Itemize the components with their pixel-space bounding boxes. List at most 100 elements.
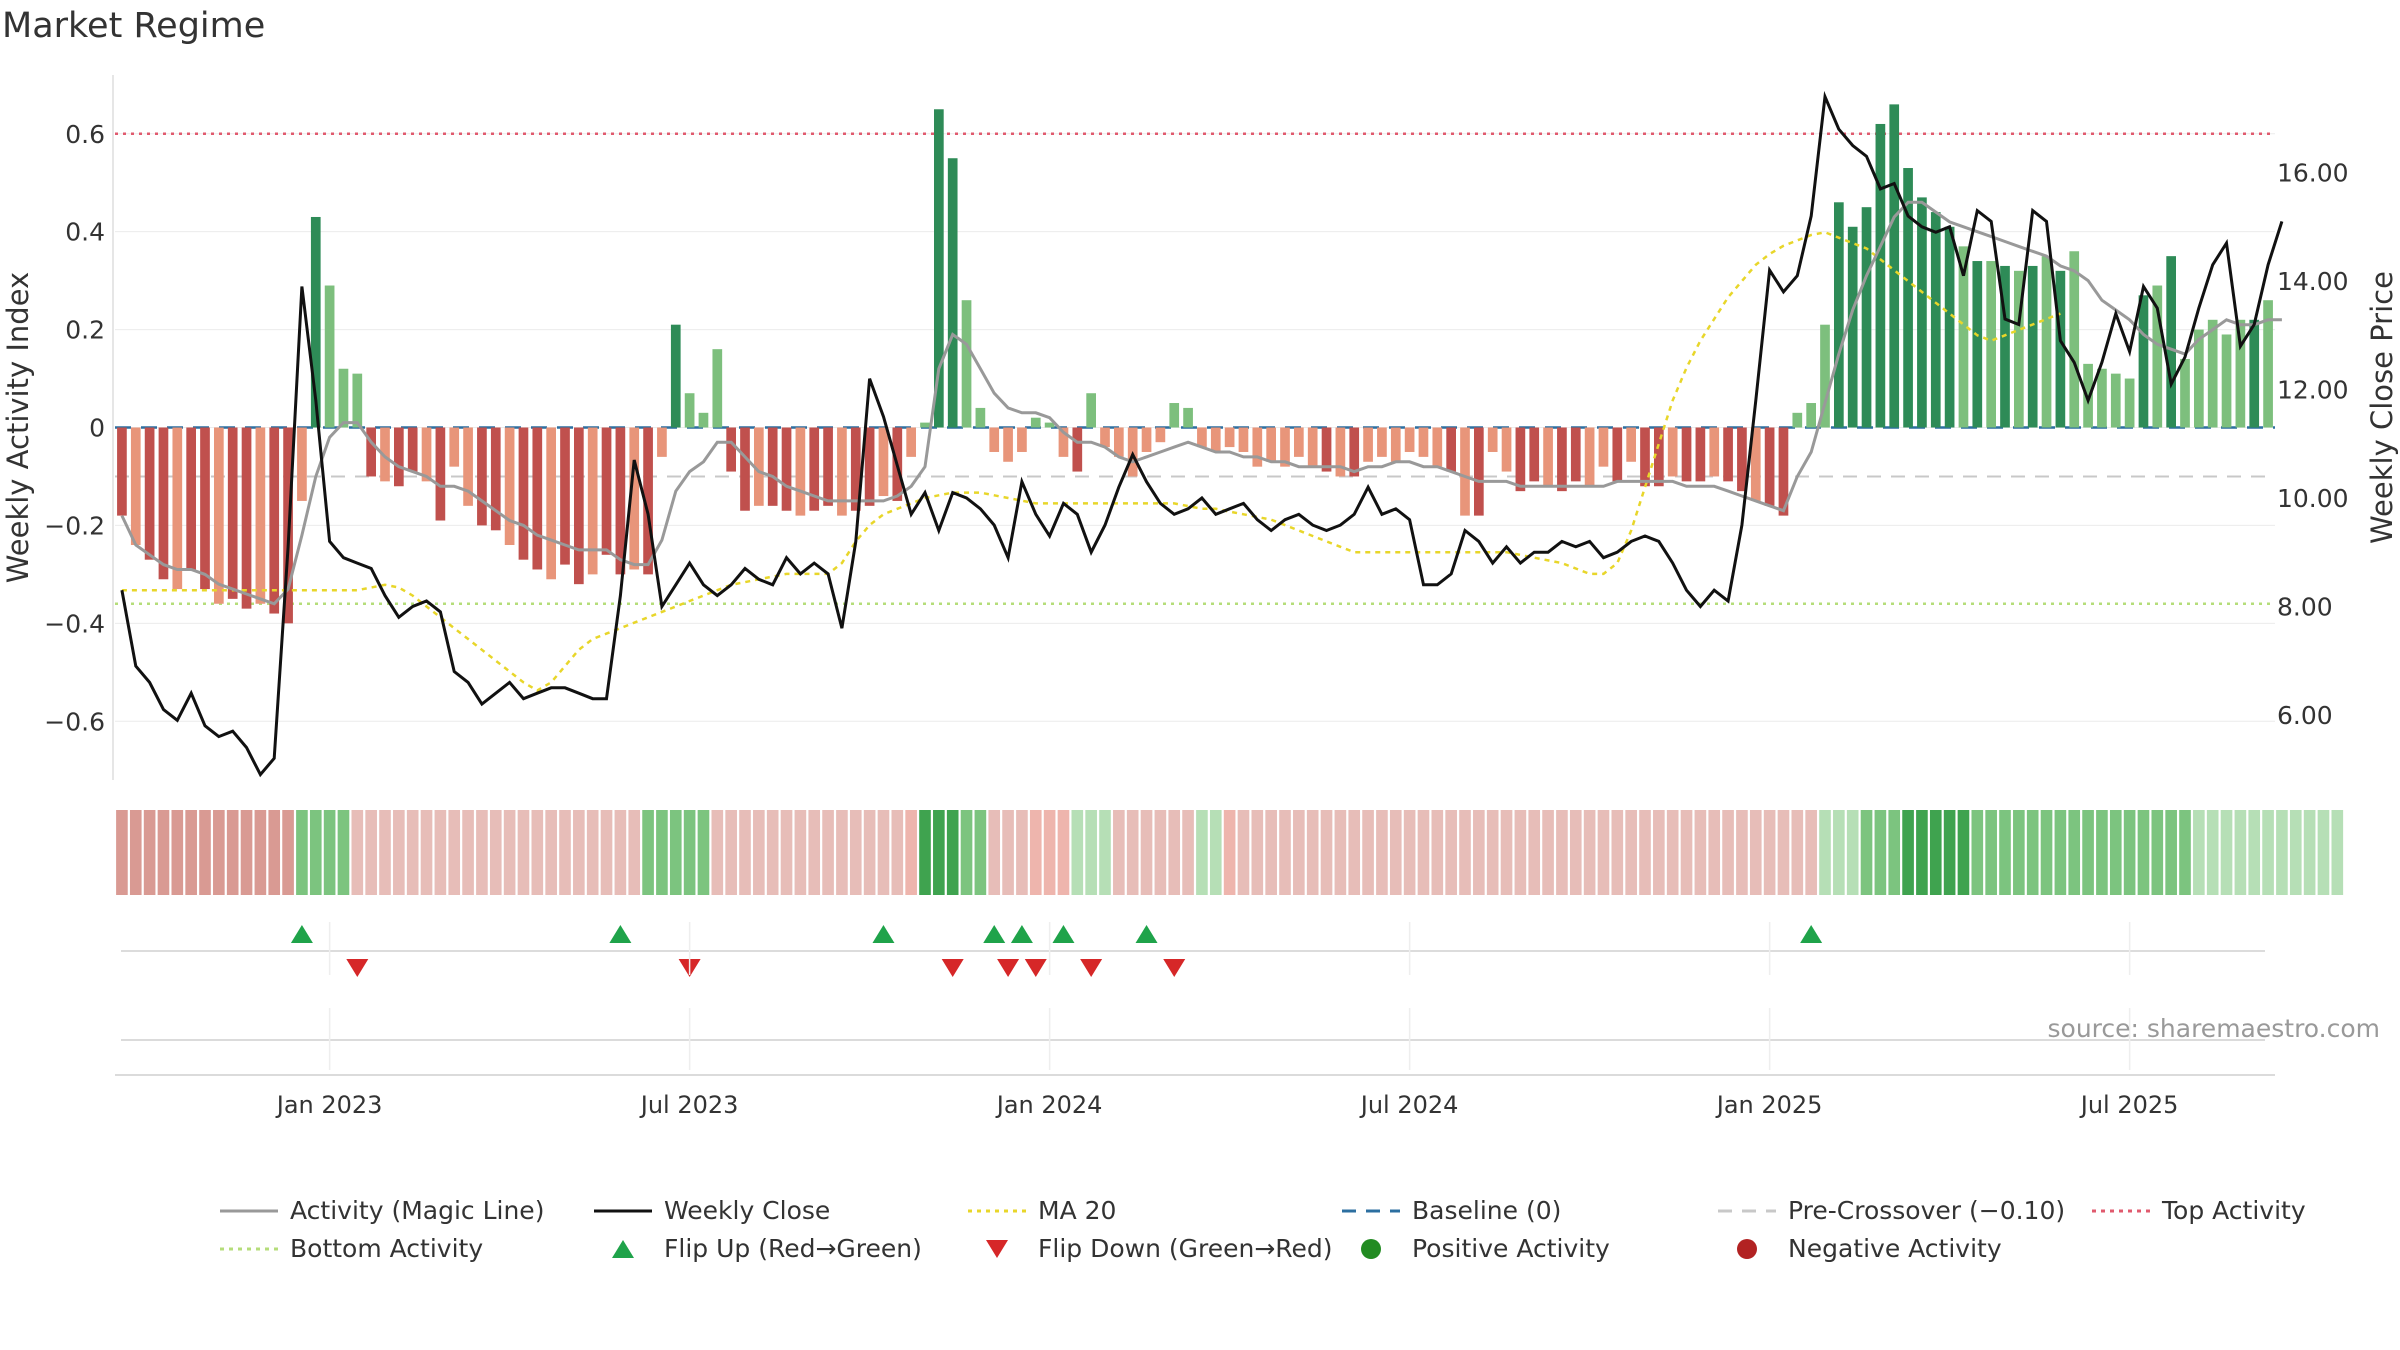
activity-bar [1958, 246, 1969, 428]
regime-cell [1043, 810, 1056, 895]
legend-label: Baseline (0) [1412, 1196, 1562, 1225]
regime-cell [559, 810, 571, 895]
regime-cell [2054, 810, 2067, 895]
regime-cell [1888, 810, 1901, 895]
regime-cell [573, 810, 585, 895]
flip-up-marker [872, 925, 895, 943]
y-tick-label: 0.6 [65, 120, 105, 149]
activity-bar [823, 427, 833, 506]
activity-bar [864, 427, 875, 506]
regime-cell [503, 810, 516, 895]
weekly-close-line [120, 90, 2284, 778]
activity-bar [1875, 123, 1886, 428]
regime-cell [1085, 810, 1097, 895]
activity-bar [1640, 427, 1650, 487]
legend-label: Negative Activity [1788, 1234, 2002, 1263]
regime-cell [2220, 810, 2233, 895]
activity-bar [1792, 412, 1803, 428]
regime-cell [849, 810, 862, 895]
activity-bar [1210, 427, 1221, 452]
activity-bar [1944, 226, 1955, 428]
activity-bar [1197, 427, 1207, 448]
activity-bar [740, 427, 750, 511]
regime-cell [1791, 810, 1804, 895]
activity-bar [366, 427, 376, 477]
flip-up-marker [609, 925, 632, 943]
legend-item: Baseline (0) [1340, 1196, 1561, 1225]
activity-bar [2152, 285, 2163, 428]
regime-cell [1500, 810, 1513, 895]
regime-cell [1182, 810, 1194, 895]
regime-cell [1777, 810, 1790, 895]
regime-cell [1376, 810, 1388, 895]
regime-strip [116, 810, 2344, 895]
regime-cell [406, 810, 419, 895]
regime-cell [1002, 810, 1014, 895]
activity-bar [684, 393, 695, 428]
regime-cell [836, 810, 848, 895]
legend-label: Bottom Activity [290, 1234, 484, 1263]
regime-cell [420, 810, 433, 895]
regime-cell [1168, 810, 1181, 895]
legend-marker [986, 1239, 1008, 1258]
regime-cell [808, 810, 821, 895]
activity-bar [2069, 251, 2080, 428]
activity-bar [629, 427, 640, 570]
legend-swatch [220, 1209, 278, 1212]
regime-cell [1999, 810, 2011, 895]
activity-bar [255, 427, 266, 604]
flip-up-marker [983, 925, 1006, 943]
regime-cell [296, 810, 308, 895]
activity-bar [754, 427, 764, 506]
activity-bar [837, 427, 847, 516]
activity-bar [130, 427, 141, 545]
legend-swatch [1342, 1209, 1400, 1212]
activity-bar [1847, 226, 1858, 428]
legend-label: MA 20 [1038, 1196, 1117, 1225]
activity-bar [906, 427, 916, 457]
legend: Activity (Magic Line) Weekly Close MA 20 Ba… [0, 1196, 2400, 1276]
flip-down-marker [1024, 959, 1047, 977]
regime-cell [2165, 810, 2177, 895]
activity-bar [1280, 427, 1290, 467]
regime-cell [1445, 810, 1457, 895]
regime-cell [1514, 810, 1527, 895]
regime-cell [1542, 810, 1554, 895]
regime-cell [2317, 810, 2330, 895]
activity-bar [1570, 427, 1581, 482]
regime-cell [1971, 810, 1984, 895]
regime-cell [1196, 810, 1208, 895]
activity-bar [1294, 427, 1304, 457]
activity-bar [1667, 427, 1678, 477]
regime-cell [863, 810, 876, 895]
activity-bar [1266, 427, 1276, 462]
y2-tick-label: 14.00 [2277, 267, 2349, 296]
regime-cell [753, 810, 765, 895]
y2-tick-label: 16.00 [2277, 159, 2349, 188]
activity-bar [241, 427, 252, 609]
regime-cell [1016, 810, 1028, 895]
regime-cell [1279, 810, 1291, 895]
legend-swatch [594, 1209, 652, 1212]
y-tick-label: −0.6 [44, 707, 105, 736]
regime-cell [642, 810, 654, 895]
regime-cell [1237, 810, 1250, 895]
activity-bar [477, 427, 487, 526]
regime-cell [545, 810, 557, 895]
regime-cell [2248, 810, 2261, 895]
regime-cell [143, 810, 156, 895]
y2-tick-label: 12.00 [2277, 376, 2349, 405]
regime-cell [877, 810, 890, 895]
regime-cell [1708, 810, 1721, 895]
regime-cell [919, 810, 931, 895]
activity-bar [2124, 378, 2135, 428]
legend-swatch [612, 1239, 634, 1258]
y2-tick-label: 6.00 [2277, 701, 2333, 730]
activity-bar [449, 427, 460, 467]
regime-cell [323, 810, 336, 895]
regime-cell [1957, 810, 1970, 895]
activity-bar [117, 427, 127, 516]
activity-bar [850, 427, 861, 511]
activity-bar [546, 427, 556, 580]
activity-bar [1861, 207, 1872, 428]
